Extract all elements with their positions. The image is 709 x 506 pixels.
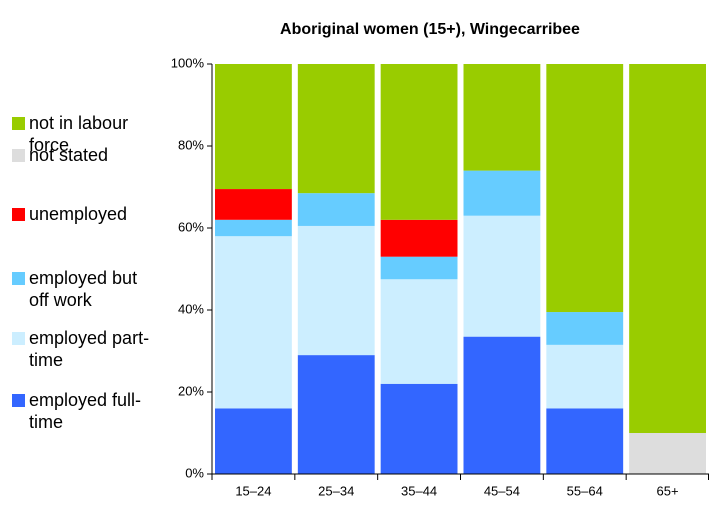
bar-segment (297, 355, 375, 474)
y-tick-label: 80% (178, 137, 204, 152)
bar-segment (380, 256, 458, 280)
legend-swatch (12, 117, 25, 130)
bar-segment (546, 344, 624, 409)
bar-segment (629, 433, 706, 474)
bar-segment (297, 225, 375, 356)
legend-item: employed full-time (12, 389, 152, 433)
y-tick-label: 60% (178, 219, 204, 234)
legend-swatch (12, 394, 25, 407)
bar-segment (215, 189, 292, 220)
bar-segment (546, 312, 624, 345)
x-tick-label: 35–44 (401, 483, 437, 498)
bar-segment (380, 383, 458, 474)
legend-label: not in labour force (29, 113, 129, 155)
y-tick-label: 0% (185, 465, 204, 480)
legend-item: not stated (12, 144, 152, 166)
bar-segment (629, 64, 706, 433)
legend-item: employed part-time (12, 327, 152, 371)
bar-segment (380, 64, 458, 220)
legend-label: employed part-time (29, 328, 150, 370)
bar-segment (215, 64, 292, 190)
bar-segment (297, 64, 375, 194)
x-tick-label: 15–24 (235, 483, 271, 498)
bar-segment (463, 215, 541, 337)
bar-segment (215, 236, 292, 409)
legend-item: unemployed (12, 203, 152, 225)
bar-segment (463, 170, 541, 216)
legend-item: employed but off work (12, 267, 152, 311)
legend-swatch (12, 149, 25, 162)
legend-swatch (12, 208, 25, 221)
y-tick-label: 20% (178, 383, 204, 398)
legend-swatch (12, 272, 25, 285)
legend-swatch (12, 332, 25, 345)
x-tick-label: 25–34 (318, 483, 354, 498)
bar-segment (546, 64, 624, 313)
bar-segment (297, 193, 375, 226)
legend-label: unemployed (29, 204, 128, 224)
legend-item: not in labour force (12, 112, 152, 156)
bar-segment (463, 336, 541, 474)
y-tick-label: 100% (171, 55, 205, 70)
y-tick-label: 40% (178, 301, 204, 316)
bar-segment (380, 279, 458, 384)
bar-segment (215, 408, 292, 474)
bar-segment (380, 219, 458, 257)
bar-segment (215, 219, 292, 237)
legend-label: employed full-time (29, 390, 142, 432)
bar-segment (463, 64, 541, 171)
x-tick-label: 55–64 (567, 483, 603, 498)
x-tick-label: 45–54 (484, 483, 520, 498)
bar-segment (546, 408, 624, 474)
legend-label: not stated (29, 145, 109, 165)
x-tick-label: 65+ (657, 483, 679, 498)
chart-title: Aboriginal women (15+), Wingecarribee (280, 21, 580, 38)
legend-label: employed but off work (29, 268, 138, 310)
